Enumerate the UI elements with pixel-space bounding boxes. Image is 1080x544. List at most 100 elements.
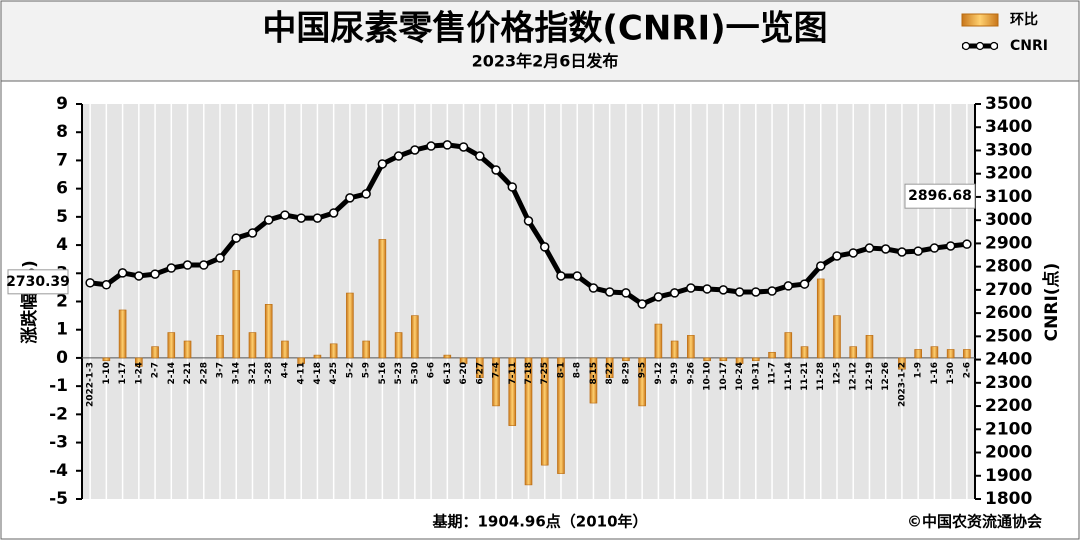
marker [897, 247, 907, 257]
marker [426, 141, 436, 151]
bar [654, 323, 663, 359]
x-tick-label: 7-25 [540, 362, 550, 385]
x-tick-label: 1-24 [134, 362, 144, 385]
x-tick-label: 2022-1-3 [86, 362, 96, 407]
marker [491, 165, 501, 175]
x-tick-label: 3-7 [216, 362, 226, 378]
bar [508, 357, 517, 426]
marker [231, 233, 241, 243]
bar [459, 357, 468, 364]
marker [783, 281, 794, 291]
bar [329, 343, 338, 359]
y-tick-label: 7 [56, 150, 68, 170]
marker [101, 280, 112, 290]
y2-tick-label: 3400 [985, 117, 1032, 137]
bar [930, 346, 939, 359]
bar [963, 349, 971, 359]
marker [523, 216, 534, 226]
y-tick-label: 5 [56, 207, 68, 227]
chart-subtitle: 2023年2月6日发布 [472, 52, 619, 71]
y-tick-label: 0 [56, 348, 68, 368]
base-note: 基期：1904.96点（2010年） [431, 513, 647, 531]
x-tick-label: 9-12 [654, 362, 664, 385]
bar [784, 332, 793, 359]
marker [296, 213, 306, 223]
bar [183, 340, 192, 359]
bar [475, 357, 484, 378]
bar [849, 346, 858, 359]
marker [637, 299, 647, 309]
marker [604, 287, 615, 297]
marker [247, 228, 258, 238]
bar [232, 270, 241, 359]
legend-marker [961, 41, 971, 51]
marker [702, 284, 712, 294]
x-tick-label: 11-21 [800, 362, 810, 391]
y-tick-label: -4 [49, 461, 68, 481]
marker [556, 271, 566, 281]
marker [848, 248, 858, 258]
y2-tick-label: 2700 [985, 280, 1032, 300]
bar [719, 357, 728, 362]
y-tick-label: -5 [49, 489, 68, 509]
marker [85, 278, 95, 288]
marker [718, 285, 729, 295]
marker [816, 261, 826, 271]
callout-box [904, 183, 976, 209]
x-tick-label: 4-18 [313, 362, 323, 385]
bar [703, 357, 711, 362]
bar [752, 357, 760, 362]
x-tick-label: 5-16 [378, 362, 388, 385]
marker [442, 140, 453, 150]
bar [378, 239, 387, 359]
x-tick-label: 8-1 [556, 362, 566, 378]
x-tick-label: 1-10 [102, 362, 112, 385]
marker [312, 213, 323, 223]
y-tick-label: 2 [56, 292, 68, 312]
marker [410, 145, 420, 155]
marker [880, 244, 891, 254]
x-tick-label: 5-30 [410, 362, 420, 385]
marker [328, 208, 339, 218]
marker [150, 269, 160, 279]
y2-tick-label: 1900 [985, 466, 1032, 486]
bar [557, 357, 565, 474]
marker [572, 271, 582, 281]
bar [898, 357, 906, 370]
bar [248, 332, 257, 359]
y2-tick-label: 2400 [985, 350, 1032, 370]
bar [524, 357, 533, 486]
x-tick-label: 2-21 [183, 362, 193, 385]
marker [945, 241, 956, 251]
y-tick-label: 4 [56, 235, 68, 255]
y-tick-label: -1 [49, 376, 68, 396]
y-tick-label: -2 [49, 404, 68, 424]
y2-tick-label: 2100 [985, 419, 1032, 439]
x-tick-label: 1-9 [914, 362, 924, 378]
x-tick-label: 7-4 [492, 362, 502, 378]
marker [962, 239, 972, 249]
x-tick-label: 9-19 [670, 362, 680, 385]
y-tick-label: -3 [49, 433, 68, 453]
y2-tick-label: 1800 [985, 489, 1032, 509]
x-tick-label: 1-16 [930, 362, 940, 385]
x-tick-label: 4-4 [280, 362, 290, 378]
y2-tick-label: 2600 [985, 303, 1032, 323]
marker [653, 292, 664, 302]
marker [507, 182, 518, 192]
marker [280, 210, 290, 220]
legend-marker [989, 41, 999, 51]
x-tick-label: 5-2 [345, 362, 355, 378]
x-tick-label: 8-8 [573, 362, 583, 378]
bar [313, 354, 322, 359]
x-tick-label: 10-31 [751, 362, 761, 391]
bar [833, 315, 841, 359]
x-tick-label: 8-29 [621, 362, 631, 385]
bar [135, 357, 143, 367]
x-tick-label: 5-9 [362, 362, 372, 378]
bar [735, 357, 744, 364]
x-tick-label: 11-14 [784, 362, 794, 391]
x-tick-label: 11-7 [768, 362, 778, 385]
marker [588, 283, 599, 293]
